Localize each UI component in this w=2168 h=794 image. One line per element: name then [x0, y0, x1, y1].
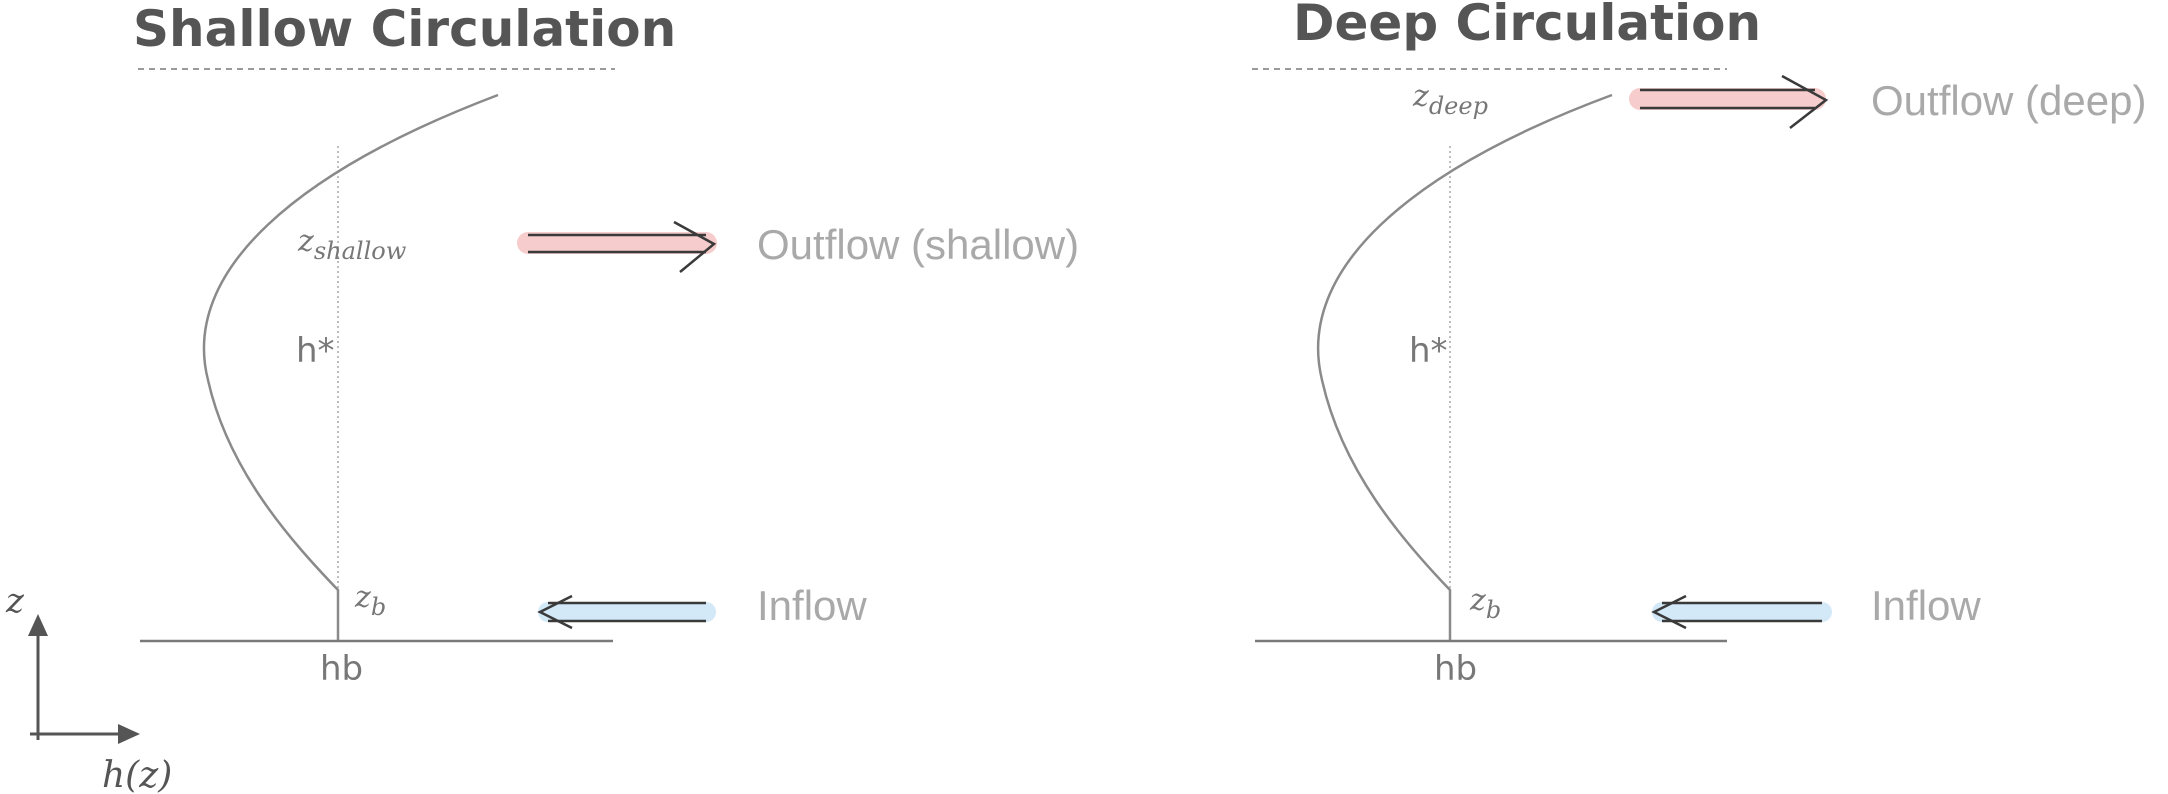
- shallow-title: Shallow Circulation: [133, 0, 676, 58]
- shallow-z-outflow-label: zshallow: [297, 224, 407, 265]
- shallow-profile-curve: [202, 93, 499, 640]
- shallow-inflow-arrow: [537, 594, 716, 630]
- shallow-inflow-label: Inflow: [757, 582, 867, 629]
- deep-panel: Deep Circulation zdeep h* zb hb Outflow …: [1252, 0, 2146, 689]
- shallow-outflow-label: Outflow (shallow): [757, 221, 1079, 268]
- deep-z-outflow-label: zdeep: [1412, 79, 1488, 120]
- shallow-outflow-arrow: [517, 220, 717, 273]
- deep-h-b-label: hb: [1434, 649, 1477, 689]
- deep-h-star-label: h*: [1409, 331, 1448, 371]
- h-axis-label: h(z): [102, 755, 172, 794]
- deep-outflow-arrow: [1629, 74, 1829, 129]
- shallow-panel: Shallow Circulation zshallow h* zb hb Ou…: [133, 0, 1079, 689]
- z-axis-arrowhead: [28, 614, 48, 636]
- shallow-h-b-label: hb: [320, 649, 363, 689]
- axes-indicator: z h(z): [5, 581, 172, 794]
- shallow-h-star-label: h*: [296, 331, 335, 371]
- deep-title: Deep Circulation: [1293, 0, 1761, 52]
- deep-inflow-arrow: [1651, 594, 1832, 630]
- deep-outflow-label: Outflow (deep): [1871, 77, 2146, 124]
- shallow-z-b-label: zb: [354, 580, 386, 621]
- deep-profile-curve: [1316, 93, 1613, 640]
- deep-z-b-label: zb: [1469, 583, 1501, 624]
- h-axis-arrowhead: [118, 724, 140, 744]
- deep-inflow-label: Inflow: [1871, 582, 1981, 629]
- z-axis-label: z: [5, 581, 25, 621]
